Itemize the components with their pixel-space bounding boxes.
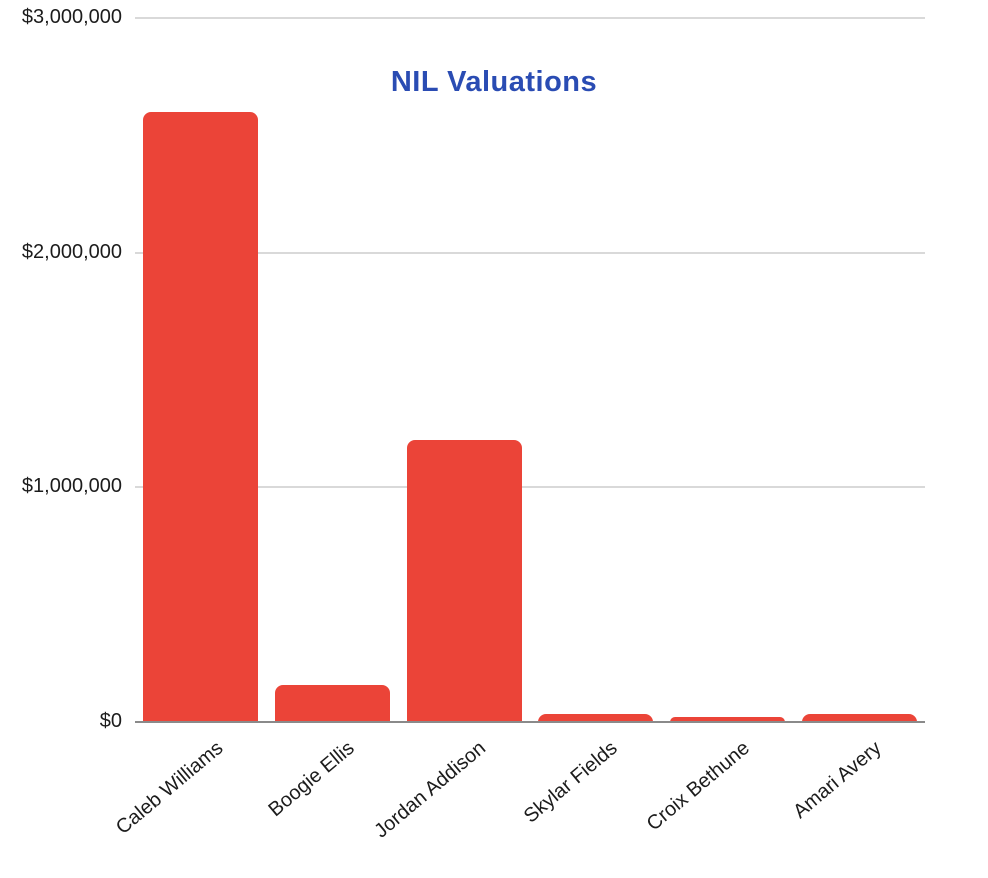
bar-caleb-williams[interactable] [143, 111, 259, 722]
x-tick-label: Caleb Williams [111, 737, 227, 839]
x-tick-label: Boogie Ellis [264, 737, 359, 822]
y-tick-label: $1,000,000 [21, 475, 122, 498]
x-tick-label: Skylar Fields [520, 737, 622, 828]
plot-area [135, 17, 925, 723]
y-tick-label: $2,000,000 [21, 240, 122, 263]
x-tick-label: Amari Avery [788, 737, 886, 823]
bar-amari-avery[interactable] [801, 714, 917, 722]
y-tick-label: $3,000,000 [21, 6, 122, 28]
x-tick-label: Croix Bethune [642, 737, 754, 836]
chart-title: NIL Valuations [390, 66, 598, 98]
bar-skylar-fields[interactable] [538, 714, 654, 722]
bar-jordan-addison[interactable] [406, 440, 522, 722]
gridline-2000000 [135, 251, 925, 254]
gridline-3000000 [135, 17, 925, 19]
gridline-1000000 [135, 486, 925, 489]
x-tick-label: Jordan Addison [370, 737, 491, 843]
bar-croix-bethune[interactable] [670, 717, 785, 722]
y-tick-label: $0 [99, 710, 122, 732]
x-axis-line [135, 721, 925, 723]
bar-boogie-ellis[interactable] [275, 685, 390, 722]
